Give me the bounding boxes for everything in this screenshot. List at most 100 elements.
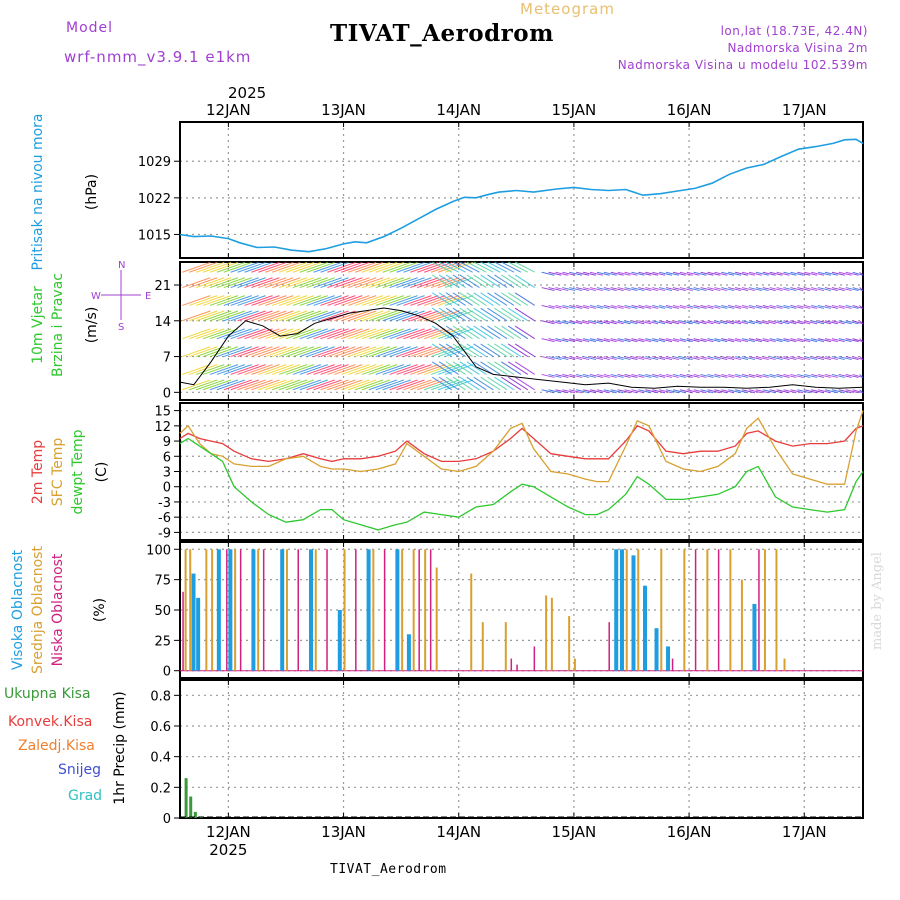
wind-barb (480, 292, 501, 306)
y-tick-label: -6 (158, 511, 171, 526)
wind-barb (603, 373, 617, 378)
wind-barb (230, 295, 259, 306)
wind-barb (410, 379, 439, 391)
wind-barb (347, 328, 377, 340)
wind-barb (431, 343, 453, 357)
wind-barb (334, 277, 363, 289)
wind-barb (382, 277, 411, 289)
wind-barb (721, 271, 735, 276)
wind-barb (306, 328, 335, 340)
wind-barb (562, 373, 576, 378)
wind-barb (610, 320, 624, 325)
wind-barb (665, 287, 679, 292)
wind-barb (375, 328, 404, 340)
wind-barb (237, 261, 266, 273)
wind-barb (652, 287, 666, 292)
wind-barb (320, 328, 349, 340)
wind-barb (811, 287, 825, 292)
wind-barb (583, 320, 597, 325)
wind-barb (487, 325, 508, 340)
wind-barb (624, 389, 638, 394)
wind-barb (686, 304, 700, 309)
temp-dewpt-label: dewpt Temp (70, 429, 86, 514)
wind-barb (859, 356, 864, 360)
wind-barb (354, 295, 384, 306)
wind-barb (603, 304, 617, 309)
wind-barb (541, 304, 555, 309)
wind-barb (216, 295, 246, 306)
wind-barb (617, 389, 631, 394)
y-tick-label: 1029 (138, 155, 171, 170)
wind-barb (292, 379, 322, 391)
wind-barb (762, 320, 776, 325)
wind-barb (209, 364, 239, 375)
wind-barb (382, 364, 411, 375)
wind-barb (223, 328, 252, 340)
wind-barb (396, 277, 425, 289)
wind-barb (251, 328, 280, 340)
wind-barb (195, 277, 225, 289)
wind-barb (555, 356, 569, 361)
wind-barb (714, 304, 728, 309)
wind-barb (459, 376, 480, 391)
wind-barb (251, 310, 280, 322)
wind-barb (368, 277, 398, 289)
wind-barb (721, 356, 735, 361)
wind-barb (202, 295, 232, 306)
cloud-bar (625, 549, 628, 671)
y-tick-label: 0.6 (150, 720, 171, 735)
wind-barb (327, 295, 356, 306)
wind-barb (244, 277, 273, 289)
cloud-unit-label: (%) (92, 598, 108, 622)
wind-barb (361, 379, 391, 391)
wind-barb (313, 379, 342, 391)
wind-barb (714, 338, 728, 343)
wind-barb (596, 320, 610, 325)
wind-barb (410, 277, 439, 289)
wind-barb (278, 364, 308, 375)
wind-barb (769, 287, 783, 292)
wind-barb (424, 364, 453, 375)
wind-barb (292, 277, 322, 289)
precip-legend-label: Ukupna Kisa (4, 686, 91, 702)
wind-axis-title-line2: Brzina i Pravac (50, 273, 66, 377)
wind-barb (361, 295, 391, 306)
wind-barb (859, 338, 864, 343)
wind-barb (216, 379, 246, 391)
wind-barb (271, 346, 301, 358)
wind-barb (603, 320, 617, 325)
wind-barb (195, 295, 225, 306)
wind-barb (845, 271, 859, 276)
y-tick-label: 12 (154, 420, 171, 435)
y-tick-label: 0.4 (150, 751, 171, 766)
wind-barb (327, 328, 356, 340)
wind-barb (659, 271, 673, 276)
wind-barb (790, 320, 804, 325)
precip-bar (189, 796, 193, 818)
wind-barb (417, 379, 446, 391)
wind-barb (700, 356, 714, 361)
wind-barb (189, 277, 218, 289)
cloud-bar (614, 549, 619, 671)
wind-barb (728, 287, 742, 292)
wind-barb (748, 389, 762, 394)
wind-barb (258, 310, 287, 322)
wind-barb (693, 287, 707, 292)
wind-barb (347, 295, 377, 306)
wind-barb (507, 361, 529, 375)
wind-barb (838, 304, 852, 309)
wind-barb (741, 271, 755, 276)
wind-barb (368, 346, 398, 358)
wind-barb (299, 277, 328, 289)
cloud-bar (216, 549, 221, 671)
wind-barb (341, 328, 370, 340)
wind-barb (804, 389, 818, 394)
wind-barb (375, 310, 404, 322)
wind-barb (375, 346, 404, 358)
wind-barb (617, 356, 631, 361)
wind-barb (748, 356, 762, 361)
wind-barb (334, 379, 363, 391)
wind-barb (804, 338, 818, 343)
wind-barb (334, 346, 363, 358)
wind-barb (569, 304, 583, 309)
